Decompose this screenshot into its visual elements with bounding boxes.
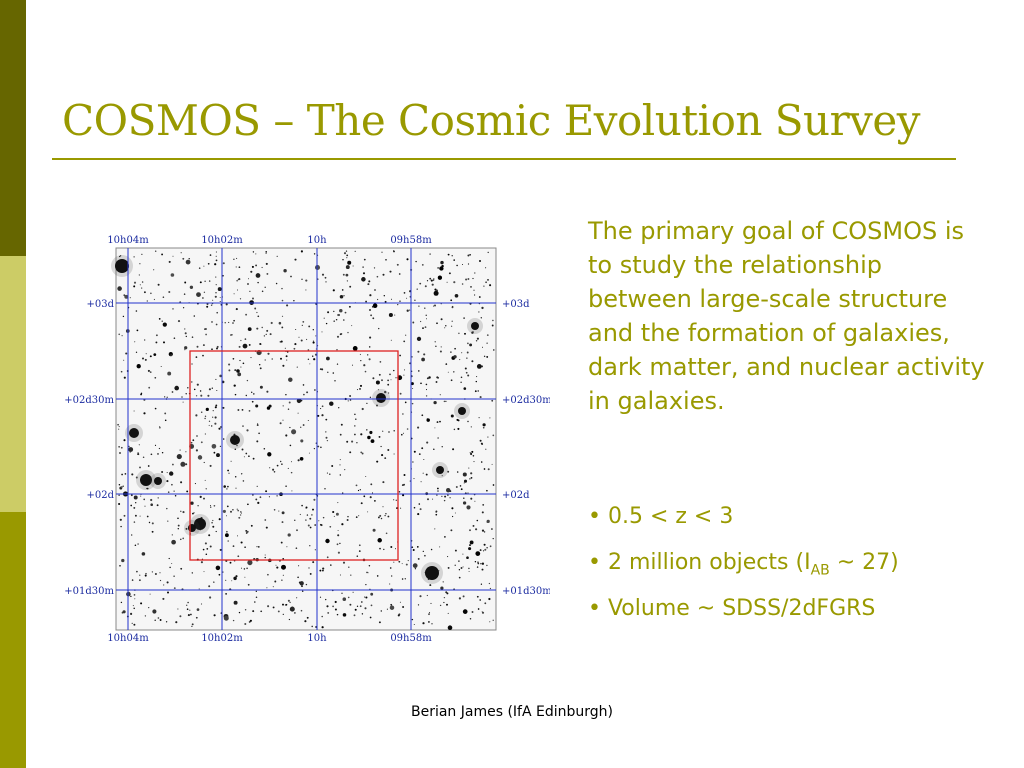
dec-label-right: +03d <box>502 299 530 310</box>
dec-label-left: +03d <box>86 299 114 310</box>
cosmos-field-image: 10h04m 10h02m 10h 09h58m 10h04m 10h02m 1… <box>64 235 550 644</box>
coordinate-grid <box>116 248 496 630</box>
dec-label-right: +02d <box>502 490 530 501</box>
ra-label-top: 10h04m <box>107 235 149 246</box>
sidebar-segment-bottom <box>0 512 26 768</box>
description-paragraph: The primary goal of COSMOS is to study t… <box>588 217 985 415</box>
bullet-volume: • Volume ~ SDSS/2dFGRS <box>588 596 876 621</box>
dec-label-right: +02d30m <box>502 395 550 406</box>
slide-title: COSMOS – The Cosmic Evolution Survey <box>62 96 921 145</box>
bullet-objects: • 2 million objects (IAB ~ 27) <box>588 546 899 592</box>
ra-label-bottom: 10h <box>307 633 327 644</box>
sidebar-segment-top <box>0 0 26 256</box>
footer-credit: Berian James (IfA Edinburgh) <box>410 704 613 720</box>
ra-label-bottom: 09h58m <box>390 633 432 644</box>
dec-label-left: +01d30m <box>64 586 114 597</box>
dec-label-left: +02d <box>86 490 114 501</box>
star-field <box>111 250 495 630</box>
ra-label-top: 10h <box>307 235 327 246</box>
bullet-objects-text: • 2 million objects (I <box>588 550 811 575</box>
bullet-redshift: • 0.5 < z < 3 <box>588 504 734 529</box>
ra-label-bottom: 10h04m <box>107 633 149 644</box>
bullet-list: • 0.5 < z < 3 • 2 million objects (IAB ~… <box>588 500 899 638</box>
dec-label-left: +02d30m <box>64 395 114 406</box>
cosmos-survey-box <box>189 350 399 561</box>
ra-label-top: 10h02m <box>201 235 243 246</box>
sidebar-segment-middle <box>0 256 26 512</box>
ra-label-bottom: 10h02m <box>201 633 243 644</box>
title-divider <box>52 158 956 160</box>
sidebar-decoration <box>0 0 26 768</box>
ra-label-top: 09h58m <box>390 235 432 246</box>
bullet-objects-tail: ~ 27) <box>829 550 899 575</box>
dec-label-right: +01d30m <box>502 586 550 597</box>
bullet-objects-subscript: AB <box>810 562 830 579</box>
